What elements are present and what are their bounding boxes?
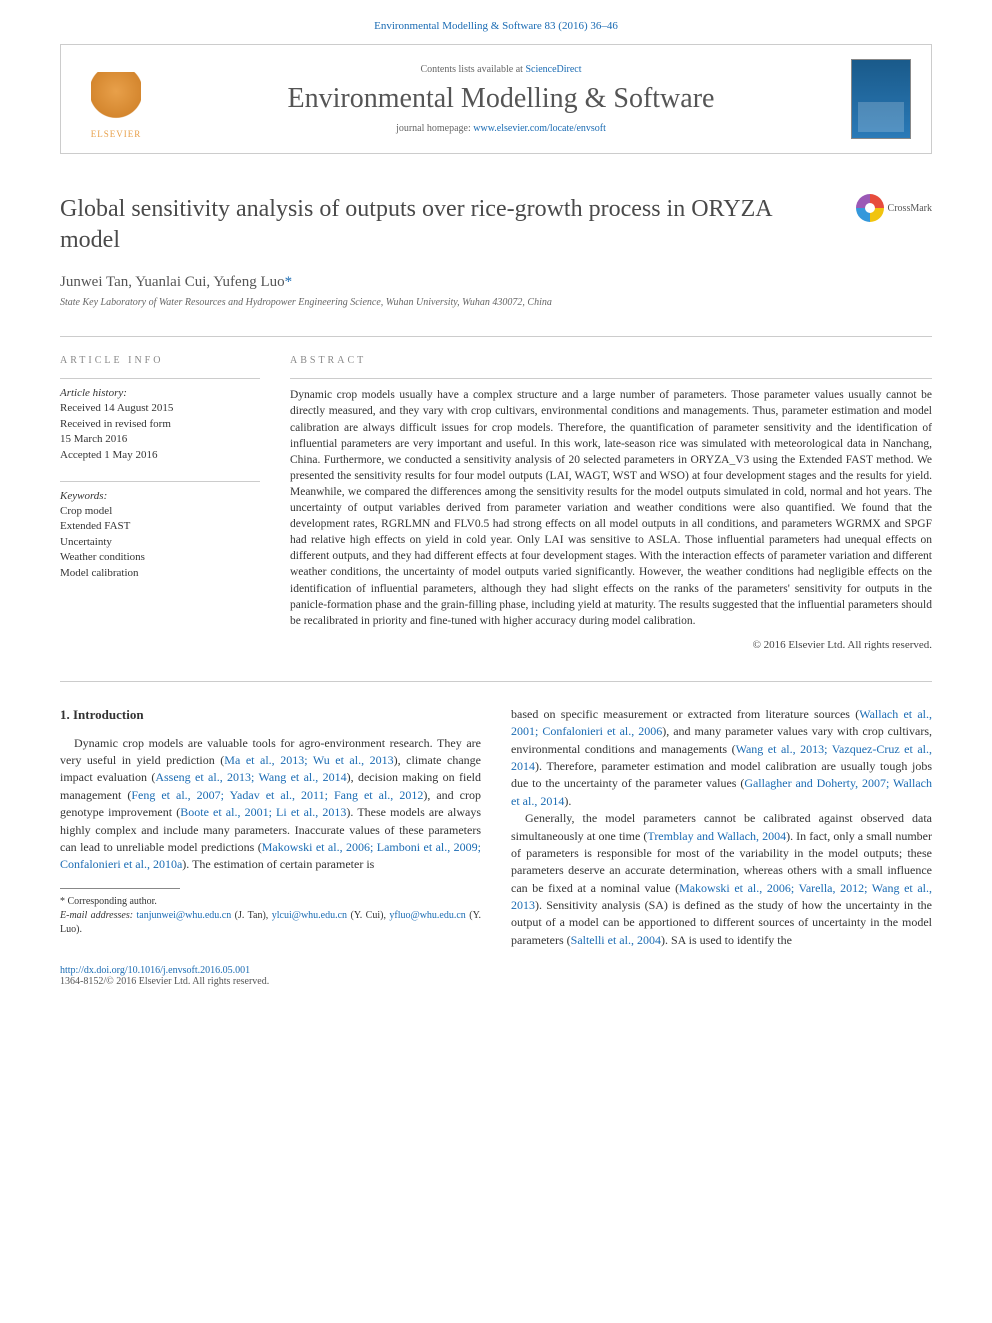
elsevier-label: ELSEVIER <box>91 129 142 139</box>
keywords-block: Keywords: Crop model Extended FAST Uncer… <box>60 481 260 581</box>
body-paragraph: Dynamic crop models are valuable tools f… <box>60 735 481 874</box>
email-footnote: E-mail addresses: tanjunwei@whu.edu.cn (… <box>60 909 481 937</box>
issn-copyright-line: 1364-8152/© 2016 Elsevier Ltd. All right… <box>60 976 932 987</box>
sciencedirect-link[interactable]: ScienceDirect <box>525 64 581 75</box>
abstract-label: ABSTRACT <box>290 355 932 366</box>
elsevier-logo[interactable]: ELSEVIER <box>81 59 151 139</box>
doi-link[interactable]: http://dx.doi.org/10.1016/j.envsoft.2016… <box>60 965 932 976</box>
crossmark-icon <box>856 194 884 222</box>
keyword-item: Extended FAST <box>60 519 260 534</box>
history-label: Article history: <box>60 387 260 399</box>
body-column-right: based on specific measurement or extract… <box>511 706 932 949</box>
contents-prefix: Contents lists available at <box>420 64 525 75</box>
keyword-item: Uncertainty <box>60 535 260 550</box>
section-divider <box>60 681 932 682</box>
journal-cover-thumbnail[interactable] <box>851 59 911 139</box>
article-history-block: Article history: Received 14 August 2015… <box>60 378 260 463</box>
keyword-item: Model calibration <box>60 566 260 581</box>
article-info-column: ARTICLE INFO Article history: Received 1… <box>60 355 260 650</box>
authors-names: Junwei Tan, Yuanlai Cui, Yufeng Luo <box>60 274 285 290</box>
corresponding-marker: * <box>285 274 293 290</box>
email-link[interactable]: tanjunwei@whu.edu.cn <box>136 910 231 921</box>
abstract-text: Dynamic crop models usually have a compl… <box>290 378 932 628</box>
history-line: 15 March 2016 <box>60 432 260 447</box>
keyword-item: Weather conditions <box>60 550 260 565</box>
abstract-column: ABSTRACT Dynamic crop models usually hav… <box>290 355 932 650</box>
journal-header-bar: ELSEVIER Contents lists available at Sci… <box>60 44 932 154</box>
crossmark-label: CrossMark <box>888 203 932 214</box>
footnote-separator <box>60 888 180 889</box>
keywords-label: Keywords: <box>60 490 260 502</box>
email-link[interactable]: yfluo@whu.edu.cn <box>389 910 465 921</box>
citation-link[interactable]: Feng et al., 2007; Yadav et al., 2011; F… <box>131 788 423 802</box>
body-paragraph: based on specific measurement or extract… <box>511 706 932 810</box>
article-title: Global sensitivity analysis of outputs o… <box>60 194 856 256</box>
citation-link[interactable]: Saltelli et al., 2004 <box>571 933 661 947</box>
citation-link[interactable]: Tremblay and Wallach, 2004 <box>647 829 786 843</box>
affiliation: State Key Laboratory of Water Resources … <box>60 297 932 308</box>
journal-name: Environmental Modelling & Software <box>171 83 831 115</box>
page-footer: http://dx.doi.org/10.1016/j.envsoft.2016… <box>0 949 992 1011</box>
crossmark-badge[interactable]: CrossMark <box>856 194 932 222</box>
body-paragraph: Generally, the model parameters cannot b… <box>511 810 932 949</box>
homepage-prefix: journal homepage: <box>396 123 473 134</box>
keyword-item: Crop model <box>60 504 260 519</box>
authors-line: Junwei Tan, Yuanlai Cui, Yufeng Luo* <box>60 274 932 291</box>
article-info-label: ARTICLE INFO <box>60 355 260 366</box>
section-heading-introduction: 1. Introduction <box>60 706 481 725</box>
citation-link[interactable]: Ma et al., 2013; Wu et al., 2013 <box>224 753 393 767</box>
history-line: Received 14 August 2015 <box>60 401 260 416</box>
homepage-line: journal homepage: www.elsevier.com/locat… <box>171 123 831 134</box>
citation-link[interactable]: Boote et al., 2001; Li et al., 2013 <box>180 805 346 819</box>
history-line: Received in revised form <box>60 417 260 432</box>
body-column-left: 1. Introduction Dynamic crop models are … <box>60 706 481 949</box>
email-label: E-mail addresses: <box>60 910 136 921</box>
email-link[interactable]: ylcui@whu.edu.cn <box>272 910 347 921</box>
corresponding-author-footnote: * Corresponding author. <box>60 895 481 909</box>
homepage-link[interactable]: www.elsevier.com/locate/envsoft <box>473 123 606 134</box>
citation-link[interactable]: Asseng et al., 2013; Wang et al., 2014 <box>155 770 346 784</box>
history-line: Accepted 1 May 2016 <box>60 448 260 463</box>
elsevier-tree-icon <box>91 72 141 127</box>
citation-line: Environmental Modelling & Software 83 (2… <box>60 20 932 32</box>
abstract-copyright: © 2016 Elsevier Ltd. All rights reserved… <box>290 639 932 651</box>
contents-available-line: Contents lists available at ScienceDirec… <box>171 64 831 75</box>
